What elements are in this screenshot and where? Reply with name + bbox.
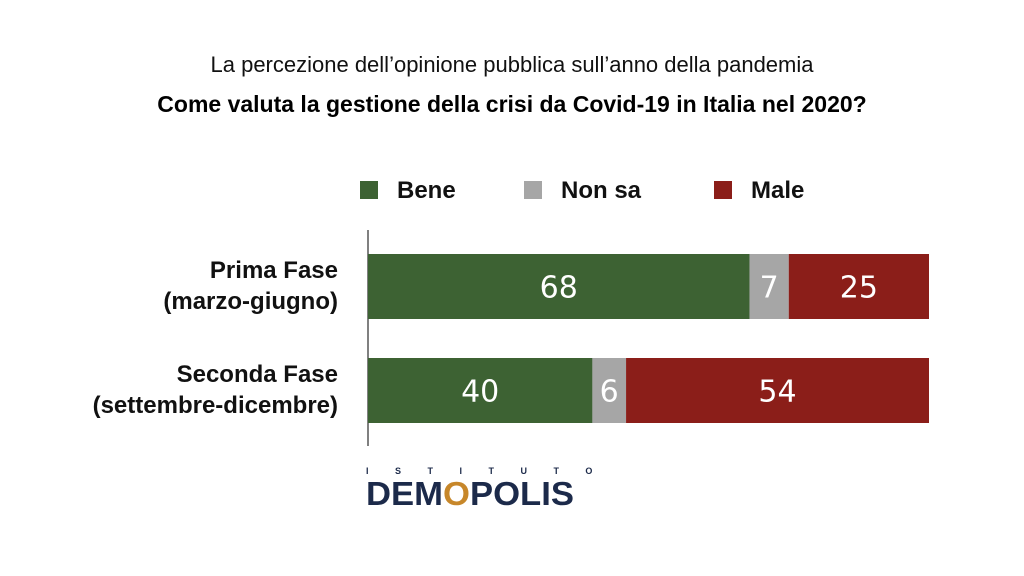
- category-label-row-1-line-1: Prima Fase: [210, 257, 338, 284]
- bar-bene-row-2: [368, 358, 593, 423]
- bar-male-row-2: [626, 358, 929, 423]
- value-label-male-row-1: 25: [840, 271, 878, 306]
- value-label-bene-row-2: 40: [461, 375, 499, 410]
- legend-swatch-non-sa: [524, 181, 542, 199]
- legend-label-male: Male: [751, 177, 804, 204]
- logo-istituto-text: ISTITUTO: [366, 466, 619, 476]
- bars: 68 7 25 40 6 54: [368, 254, 929, 423]
- legend-swatch-bene: [360, 181, 378, 199]
- value-label-bene-row-1: 68: [540, 271, 578, 306]
- category-label-row-2-line-2: (settembre-dicembre): [93, 392, 338, 419]
- bar-non-sa-row-1: [749, 254, 789, 319]
- logo-demopolis-text: DEMOPOLIS: [366, 475, 574, 512]
- value-label-non-sa-row-2: 6: [600, 375, 619, 410]
- chart-title: Come valuta la gestione della crisi da C…: [157, 91, 867, 117]
- legend-label-bene: Bene: [397, 177, 456, 204]
- category-label-row-2-line-1: Seconda Fase: [177, 361, 338, 388]
- bar-bene-row-1: [368, 254, 750, 319]
- value-label-male-row-2: 54: [758, 375, 796, 410]
- category-label-row-1-line-2: (marzo-giugno): [163, 288, 338, 315]
- legend-label-non-sa: Non sa: [561, 177, 642, 204]
- legend: Bene Non sa Male: [360, 177, 804, 204]
- bar-non-sa-row-2: [592, 358, 627, 423]
- category-labels: Prima Fase (marzo-giugno) Seconda Fase (set…: [93, 257, 338, 419]
- bar-male-row-1: [788, 254, 929, 319]
- legend-swatch-male: [714, 181, 732, 199]
- chart-subtitle: La percezione dell’opinione pubblica sul…: [210, 52, 814, 77]
- value-label-non-sa-row-1: 7: [760, 271, 779, 306]
- demopolis-logo: ISTITUTO DEMOPOLIS: [366, 466, 626, 512]
